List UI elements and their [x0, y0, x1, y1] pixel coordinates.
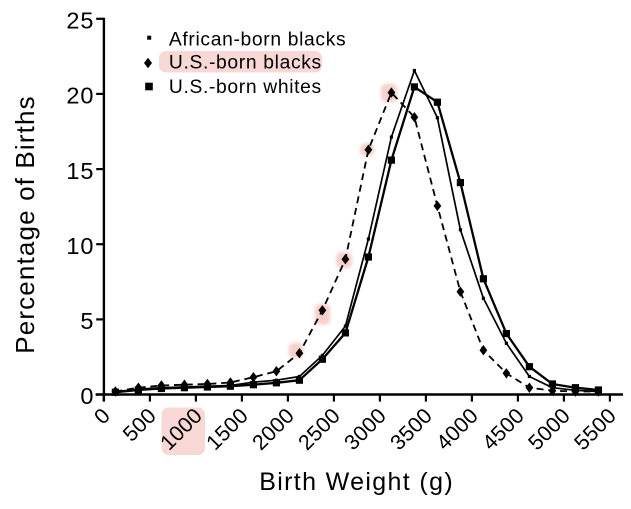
svg-text:5: 5: [80, 308, 94, 334]
svg-text:Percentage of Births: Percentage of Births: [10, 95, 40, 354]
svg-text:U.S.-born whites: U.S.-born whites: [169, 77, 322, 98]
svg-text:African-born blacks: African-born blacks: [169, 30, 346, 51]
svg-text:U.S.-born blacks: U.S.-born blacks: [169, 53, 322, 74]
svg-text:10: 10: [66, 233, 94, 259]
svg-text:15: 15: [66, 158, 94, 184]
svg-text:Birth Weight (g): Birth Weight (g): [259, 468, 454, 496]
svg-text:25: 25: [66, 8, 94, 34]
svg-text:0: 0: [80, 383, 94, 409]
svg-text:20: 20: [66, 83, 94, 109]
